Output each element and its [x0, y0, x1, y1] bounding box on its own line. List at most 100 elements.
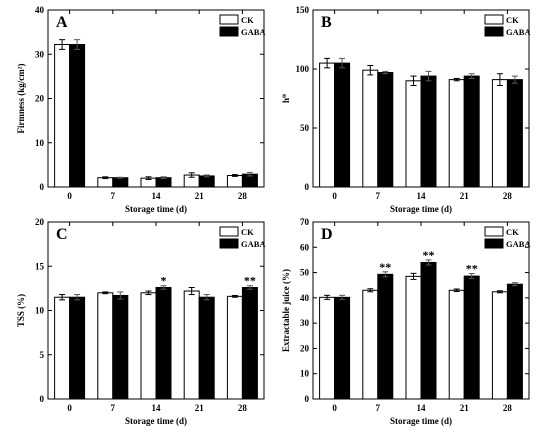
panel-letter: B	[321, 14, 332, 31]
bar-ck	[319, 62, 336, 188]
panel-d: 0 10 20 30 40 50 60 70 0 7 14 21 28 ** ** ** D CK GABA Stor…	[281, 217, 531, 426]
bar-gaba	[463, 275, 480, 400]
x-tick-label: 7	[111, 403, 116, 413]
y-tick-label: 30	[35, 49, 45, 59]
bar-ck	[491, 79, 508, 188]
bar-gaba	[155, 286, 172, 400]
legend-label: GABA	[241, 239, 266, 249]
plot-frame	[47, 9, 265, 188]
x-tick-label: 0	[67, 191, 72, 201]
y-tick-label: 0	[305, 394, 310, 404]
bar-gaba	[112, 177, 129, 188]
y-tick-label: 10	[35, 138, 45, 148]
bar-ck	[54, 44, 71, 188]
x-tick-label: 0	[67, 403, 72, 413]
y-tick-label: 10	[300, 369, 310, 379]
legend-swatch-gaba	[484, 26, 504, 37]
bar-ck	[448, 79, 465, 188]
x-tick-label: 14	[417, 403, 427, 413]
panel-letter: C	[56, 226, 68, 243]
legend-swatch-ck	[219, 14, 239, 25]
bar-gaba	[69, 44, 86, 188]
x-tick-label: 0	[332, 403, 337, 413]
y-tick-label: 70	[300, 217, 310, 227]
x-axis-label: Storage time (d)	[390, 416, 452, 426]
bar-gaba	[198, 296, 215, 400]
legend-label: CK	[241, 15, 254, 25]
legend-label: GABA	[506, 27, 531, 37]
bar-ck	[319, 296, 336, 400]
plot-frame	[312, 9, 530, 188]
legend-swatch-ck	[484, 14, 504, 25]
significance-label: **	[244, 274, 256, 288]
legend-swatch-gaba	[219, 26, 239, 37]
panel-b: 0 50 100 150 0 7 14 21 28 B CK GABA Storage time (d)…	[281, 5, 531, 214]
x-tick-label: 14	[152, 403, 162, 413]
bar-ck	[183, 290, 200, 400]
y-tick-label: 60	[300, 242, 310, 252]
x-tick-label: 28	[238, 403, 248, 413]
panel-a: 0 10 20 30 40 0 7 14 21 28 A CK GABA Storage time (d)…	[16, 5, 266, 214]
y-tick-label: 50	[300, 123, 310, 133]
x-tick-label: 7	[376, 191, 381, 201]
y-tick-label: 150	[296, 5, 310, 15]
x-tick-label: 21	[195, 191, 205, 201]
bar-gaba	[463, 75, 480, 188]
x-tick-label: 21	[195, 403, 205, 413]
x-tick-label: 21	[460, 403, 470, 413]
bar-gaba	[198, 175, 215, 188]
bar-gaba	[506, 283, 523, 400]
bar-ck	[226, 174, 243, 188]
bar-ck	[405, 80, 422, 188]
x-tick-label: 21	[460, 191, 470, 201]
x-axis-label: Storage time (d)	[125, 204, 187, 214]
bar-ck	[226, 295, 243, 400]
bar-ck	[362, 69, 379, 188]
bar-gaba	[112, 294, 129, 400]
legend-label: CK	[506, 227, 519, 237]
bar-ck	[140, 292, 157, 400]
y-tick-label: 20	[300, 343, 310, 353]
x-tick-label: 28	[238, 191, 248, 201]
bar-gaba	[155, 177, 172, 188]
y-tick-label: 10	[35, 306, 45, 316]
y-axis-label: h⁰	[281, 94, 291, 103]
legend-swatch-gaba	[484, 238, 504, 249]
x-axis-label: Storage time (d)	[125, 416, 187, 426]
legend-swatch-gaba	[219, 238, 239, 249]
y-axis-label: Firmness (kg/cm²)	[16, 64, 26, 134]
plot-frame	[47, 221, 265, 400]
bar-gaba	[377, 72, 394, 188]
significance-label: **	[379, 260, 391, 274]
y-tick-label: 30	[300, 318, 310, 328]
bar-ck	[362, 289, 379, 400]
y-tick-label: 40	[300, 293, 310, 303]
x-tick-label: 0	[332, 191, 337, 201]
y-tick-label: 15	[35, 261, 45, 271]
legend-swatch-ck	[219, 226, 239, 237]
bar-ck	[405, 275, 422, 400]
bar-ck	[448, 289, 465, 400]
legend-label: GABA	[506, 239, 531, 249]
legend-swatch-ck	[484, 226, 504, 237]
bar-ck	[97, 177, 114, 188]
x-axis-label: Storage time (d)	[390, 204, 452, 214]
bar-gaba	[506, 79, 523, 188]
y-tick-label: 0	[40, 394, 45, 404]
y-tick-label: 20	[35, 94, 45, 104]
legend-label: GABA	[241, 27, 266, 37]
bar-gaba	[334, 62, 351, 188]
x-tick-label: 7	[111, 191, 116, 201]
y-tick-label: 0	[305, 182, 310, 192]
bar-gaba	[69, 296, 86, 400]
bar-gaba	[241, 286, 258, 400]
bar-gaba	[377, 273, 394, 400]
panel-letter: D	[321, 226, 333, 243]
plot-frame	[312, 221, 530, 400]
bar-ck	[491, 291, 508, 400]
bar-ck	[97, 292, 114, 400]
y-tick-label: 0	[40, 182, 45, 192]
significance-label: **	[466, 262, 478, 276]
significance-label: **	[423, 248, 435, 262]
